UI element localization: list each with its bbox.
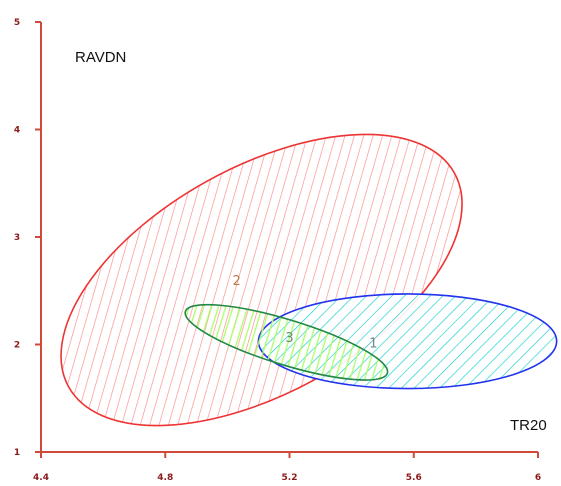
x-tick-label: 6 bbox=[535, 473, 541, 483]
group-label-1: 1 bbox=[369, 336, 377, 351]
x-axis-title: TR20 bbox=[510, 417, 547, 434]
group-labels: 1 2 3 bbox=[233, 274, 378, 351]
x-tick-label: 5.2 bbox=[282, 473, 298, 483]
ellipse-group-3 bbox=[184, 303, 389, 381]
y-axis-title: RAVDN bbox=[75, 49, 126, 66]
x-tick-label: 5.6 bbox=[406, 473, 422, 483]
y-tick-label: 5 bbox=[14, 18, 20, 28]
x-tick-label: 4.4 bbox=[33, 473, 49, 483]
group-label-3: 3 bbox=[285, 331, 293, 346]
y-tick-label: 4 bbox=[14, 126, 20, 136]
x-tick-label: 4.8 bbox=[157, 473, 173, 483]
axes: 4.4 4.8 5.2 5.6 6 1 2 3 4 5 bbox=[14, 18, 541, 483]
y-ticks: 1 2 3 4 5 bbox=[14, 18, 41, 458]
y-tick-label: 1 bbox=[14, 448, 20, 458]
x-ticks: 4.4 4.8 5.2 5.6 6 bbox=[33, 452, 541, 483]
ellipse-layer bbox=[60, 133, 558, 427]
y-tick-label: 3 bbox=[14, 233, 20, 243]
group-label-2: 2 bbox=[233, 274, 241, 289]
y-tick-label: 2 bbox=[14, 341, 20, 351]
ellipse-group-2 bbox=[60, 133, 463, 427]
